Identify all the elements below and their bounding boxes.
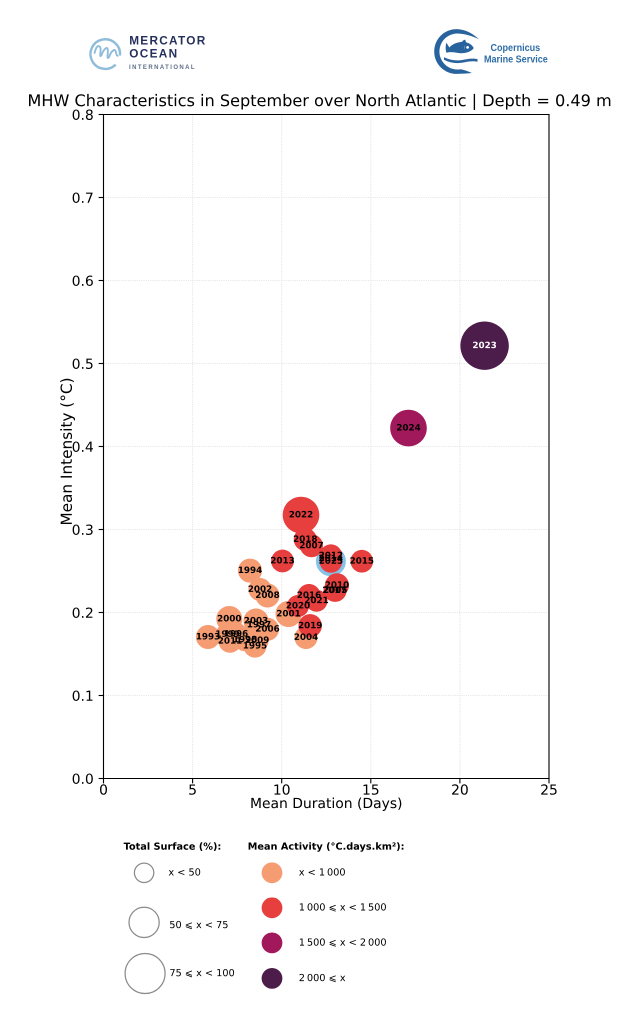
svg-text:Marine Service: Marine Service bbox=[484, 54, 548, 66]
svg-text:Copernicus: Copernicus bbox=[490, 43, 540, 55]
svg-text:INTERNATIONAL: INTERNATIONAL bbox=[129, 65, 196, 71]
svg-text:OCEAN: OCEAN bbox=[129, 47, 178, 61]
svg-text:MERCATOR: MERCATOR bbox=[129, 34, 206, 48]
